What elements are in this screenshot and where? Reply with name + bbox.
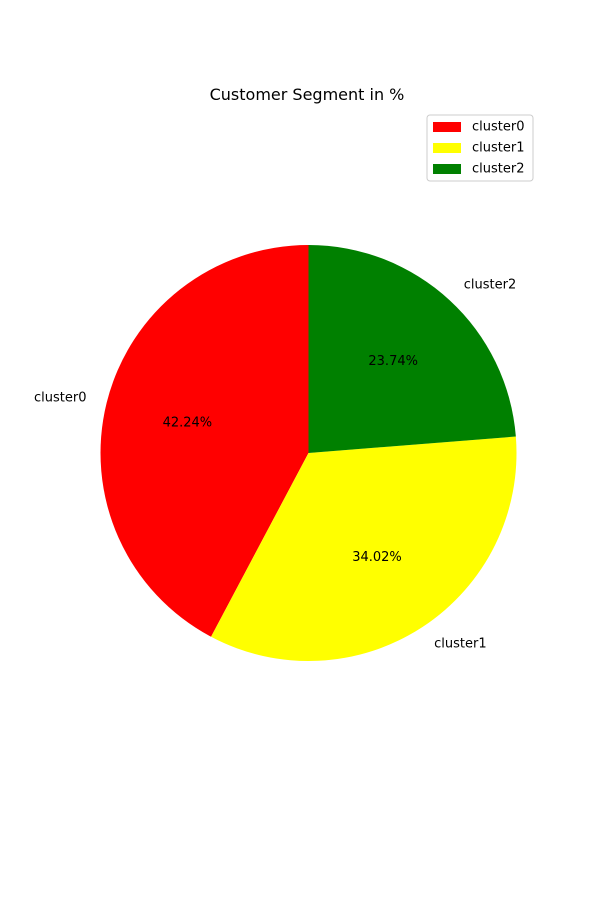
chart-title: Customer Segment in % (210, 85, 405, 104)
pct-label-cluster1: 34.02% (352, 550, 402, 565)
pie-slice-cluster2 (308, 245, 516, 453)
legend-swatch-cluster1 (433, 143, 461, 153)
legend-items: cluster0 cluster1 cluster2 (433, 120, 524, 177)
legend-label-cluster1: cluster1 (472, 141, 524, 156)
pie-slice-cluster1 (211, 436, 517, 661)
legend: cluster0 cluster1 cluster2 (426, 114, 534, 182)
legend-label-cluster2: cluster2 (472, 162, 524, 177)
slice-label-cluster2: cluster2 (464, 277, 516, 292)
slice-label-cluster0: cluster0 (34, 390, 86, 405)
pie-slices (100, 245, 517, 661)
pie-labels: 42.24% cluster0 34.02% cluster1 23.74% cluste… (34, 277, 516, 651)
legend-swatch-cluster2 (433, 164, 461, 174)
slice-label-cluster1: cluster1 (434, 637, 486, 652)
legend-label-cluster0: cluster0 (472, 120, 524, 135)
pct-label-cluster2: 23.74% (368, 354, 418, 369)
pie-slice-cluster0 (100, 245, 309, 637)
pct-label-cluster0: 42.24% (163, 415, 213, 430)
legend-swatch-cluster0 (433, 122, 461, 132)
